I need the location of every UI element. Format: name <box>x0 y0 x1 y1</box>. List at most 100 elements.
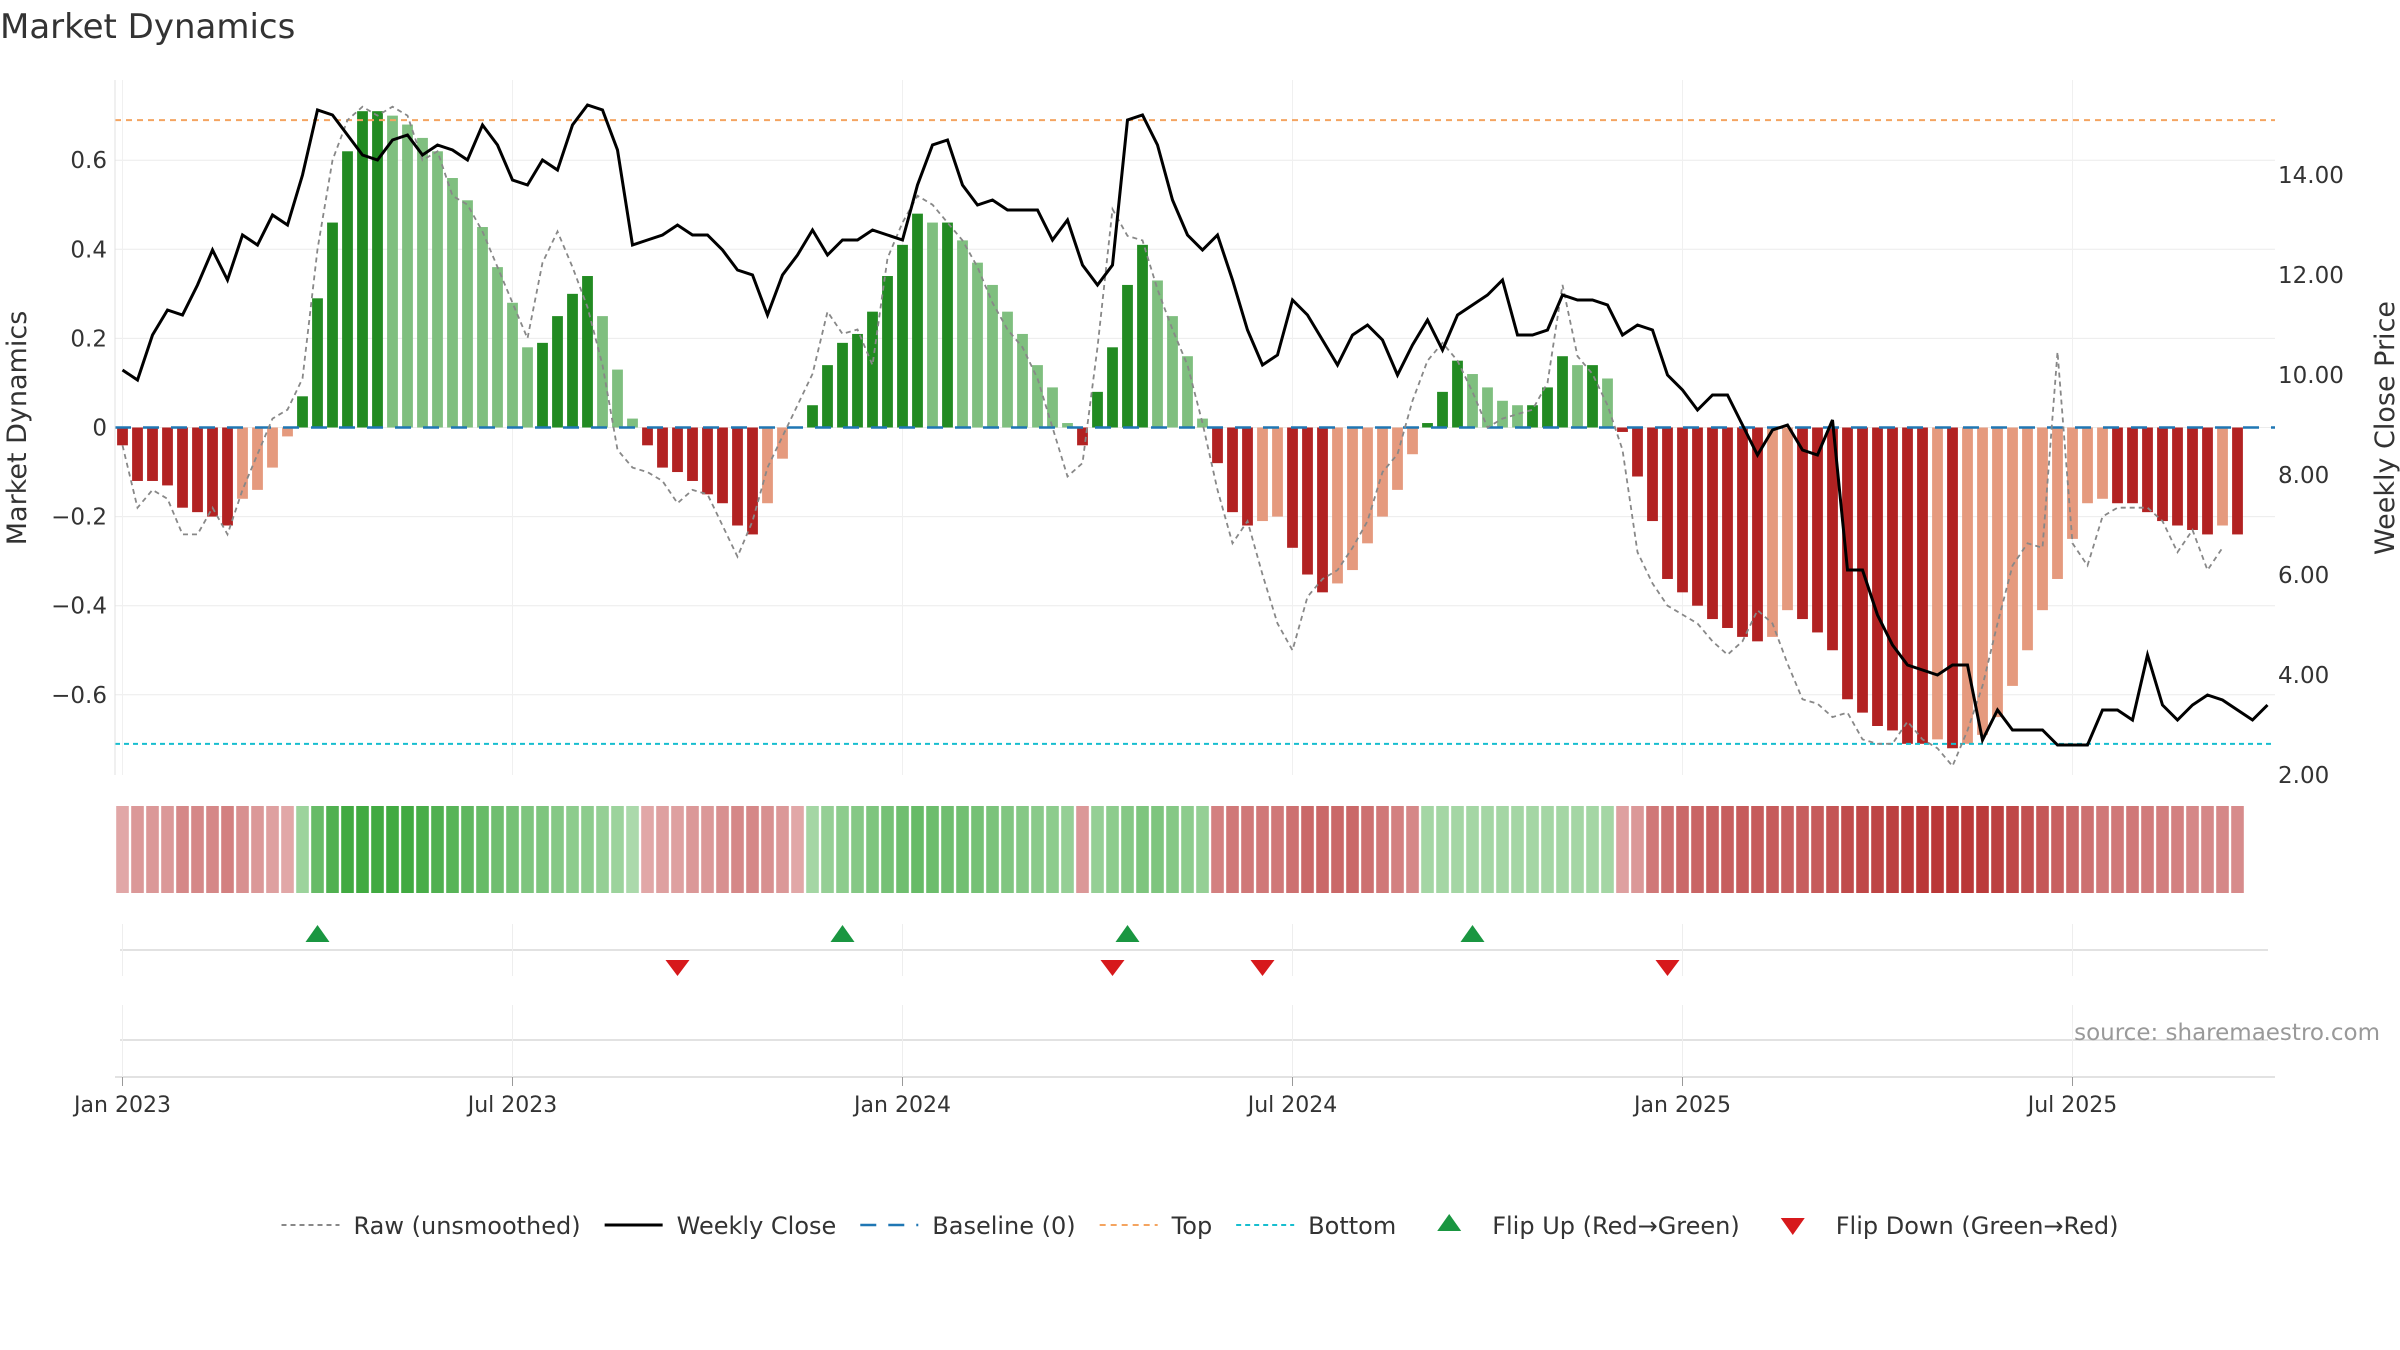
heat-cell <box>221 806 234 893</box>
heat-cell <box>716 806 729 893</box>
heat-cell <box>161 806 174 893</box>
heat-cell <box>2066 806 2079 893</box>
bar <box>1227 427 1238 513</box>
heat-cell <box>146 806 159 893</box>
bar <box>762 427 773 504</box>
legend-label: Top <box>1171 1212 1213 1240</box>
bar <box>1512 405 1523 428</box>
flip-markers <box>120 924 2268 976</box>
bar <box>192 427 203 513</box>
heat-cell <box>2006 806 2019 893</box>
heat-cell <box>1181 806 1194 893</box>
legend: Raw (unsmoothed) Weekly Close Baseline (0)… <box>281 1212 2119 1240</box>
bar <box>2022 427 2033 651</box>
y-tick-left-label: 0.4 <box>70 237 107 263</box>
heat-cell <box>401 806 414 893</box>
bar <box>1752 427 1763 642</box>
bar <box>1992 427 2003 718</box>
bar <box>2112 427 2123 504</box>
heat-cell <box>686 806 699 893</box>
bar <box>1932 427 1943 740</box>
bar <box>2052 427 2063 579</box>
heat-cell <box>1751 806 1764 893</box>
legend-label: Baseline (0) <box>932 1212 1075 1240</box>
heat-cell <box>386 806 399 893</box>
heat-cell <box>881 806 894 893</box>
bar <box>1617 427 1628 432</box>
bar <box>1257 427 1268 522</box>
legend-label: Weekly Close <box>677 1212 837 1240</box>
flip-up-marker <box>830 925 855 942</box>
bar <box>1707 427 1718 620</box>
heat-cell <box>1811 806 1824 893</box>
bar <box>1767 427 1778 637</box>
bar <box>1002 311 1013 428</box>
bar <box>822 365 833 428</box>
bar <box>1317 427 1328 593</box>
bar <box>1197 418 1208 428</box>
heat-cell <box>1856 806 1869 893</box>
bar <box>1812 427 1823 633</box>
bar <box>1692 427 1703 606</box>
bar <box>1182 356 1193 428</box>
bar <box>327 222 338 428</box>
heat-cell <box>116 806 129 893</box>
heat-cell <box>1601 806 1614 893</box>
bar <box>387 115 398 428</box>
heat-cell <box>131 806 144 893</box>
heat-cell <box>641 806 654 893</box>
heat-cell <box>1961 806 1974 893</box>
heat-cell <box>431 806 444 893</box>
heat-cell <box>1736 806 1749 893</box>
y-tick-left-label: 0.6 <box>70 148 107 174</box>
heat-cell <box>281 806 294 893</box>
heat-cell <box>701 806 714 893</box>
y-tick-left-label: −0.2 <box>51 505 107 531</box>
bar <box>177 427 188 508</box>
heat-cell <box>1871 806 1884 893</box>
flip-down-marker <box>1655 960 1680 976</box>
heat-cell <box>1556 806 1569 893</box>
heat-cell <box>1406 806 1419 893</box>
heat-cell <box>551 806 564 893</box>
bar <box>2172 427 2183 526</box>
bar <box>462 200 473 428</box>
bar <box>237 427 248 499</box>
bar <box>1242 427 1253 526</box>
x-axis: Jan 2023 Jul 2023 Jan 2024 Jul 2024 Jan 2025… <box>72 1005 2275 1118</box>
heat-cell <box>986 806 999 893</box>
lines-layer <box>115 103 2275 768</box>
heat-cell <box>626 806 639 893</box>
bar <box>1587 365 1598 428</box>
source-credit: source: sharemaestro.com <box>2074 1020 2380 1046</box>
heat-cell <box>926 806 939 893</box>
bar <box>1602 378 1613 428</box>
x-tick-label: Jul 2023 <box>466 1093 558 1118</box>
bar <box>1782 427 1793 611</box>
bar <box>2097 427 2108 499</box>
heat-cell <box>476 806 489 893</box>
bar <box>1287 427 1298 548</box>
heat-cell <box>1316 806 1329 893</box>
bar <box>2067 427 2078 539</box>
heat-cell <box>1646 806 1659 893</box>
bar <box>1452 360 1463 428</box>
bar <box>1827 427 1838 651</box>
heat-cell <box>611 806 624 893</box>
heat-cell <box>1241 806 1254 893</box>
heat-cell <box>1541 806 1554 893</box>
bar <box>252 427 263 490</box>
heat-cell <box>1931 806 1944 893</box>
heat-cell <box>956 806 969 893</box>
heat-cell <box>1136 806 1149 893</box>
bar <box>777 427 788 459</box>
bar <box>1632 427 1643 477</box>
bar <box>1272 427 1283 517</box>
heat-cell <box>1766 806 1779 893</box>
bar <box>492 267 503 428</box>
legend-flip-up-swatch <box>1437 1214 1462 1231</box>
heat-cell <box>2201 806 2214 893</box>
bar <box>1947 427 1958 749</box>
bar <box>987 284 998 428</box>
